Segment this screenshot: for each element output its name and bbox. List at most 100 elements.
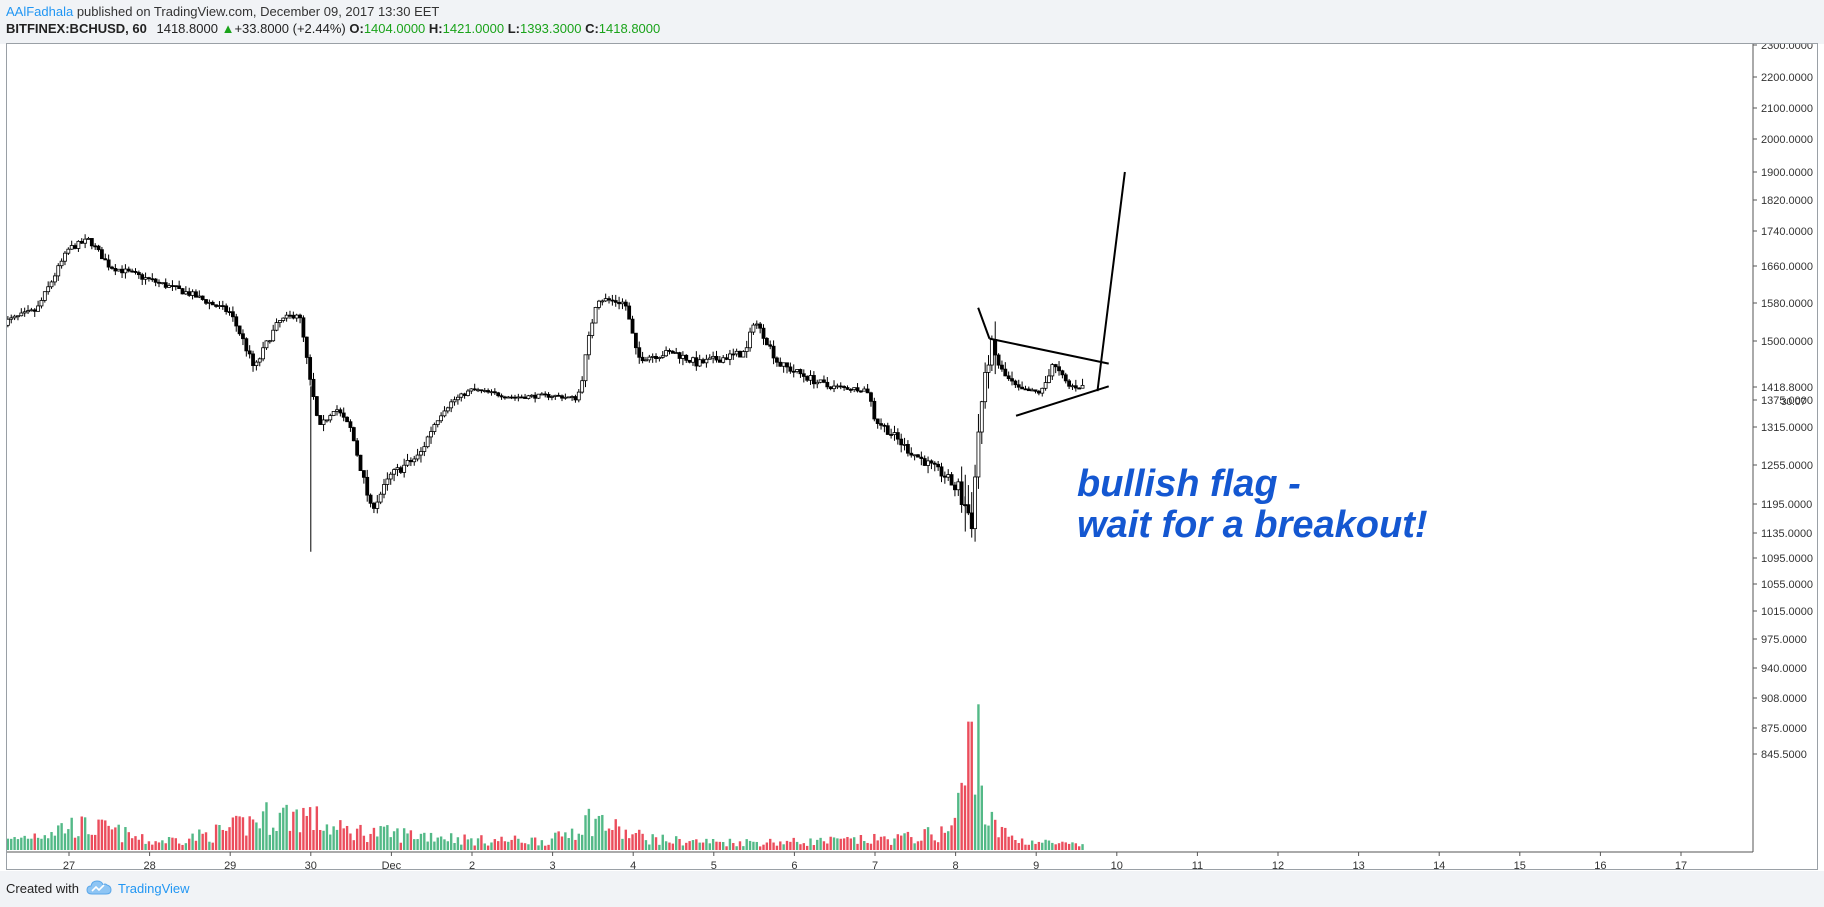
candle-body bbox=[298, 314, 302, 319]
volume-bar bbox=[443, 839, 446, 850]
volume-bar bbox=[30, 838, 33, 850]
volume-bar bbox=[144, 843, 147, 850]
volume-bar bbox=[319, 829, 322, 850]
price-tick-label: 2000.0000 bbox=[1761, 134, 1813, 146]
candle-body bbox=[973, 476, 977, 530]
volume-bar bbox=[248, 816, 251, 850]
candle-body bbox=[543, 393, 548, 396]
candle-body bbox=[590, 322, 595, 336]
volume-bar bbox=[631, 834, 634, 850]
price-tick-label: 2100.0000 bbox=[1761, 103, 1813, 115]
volume-bar bbox=[228, 827, 231, 850]
candle-body bbox=[761, 327, 766, 339]
candle-body bbox=[724, 357, 729, 360]
price-tick-label: 975.0000 bbox=[1761, 634, 1807, 646]
volume-bar bbox=[161, 840, 164, 850]
candle-body bbox=[989, 339, 994, 366]
time-tick-label: 5 bbox=[711, 860, 717, 869]
flag-upper-line[interactable] bbox=[989, 337, 1109, 365]
volume-bar bbox=[899, 835, 903, 850]
author-link[interactable]: AAlFadhala bbox=[6, 4, 74, 19]
price-chart[interactable]: 2300.0000 2200.0000 2100.0000 2000.0000 1900… bbox=[7, 44, 1817, 869]
annotation-text-line2[interactable]: wait for a breakout! bbox=[1077, 504, 1428, 546]
candle-body bbox=[744, 347, 749, 352]
volume-bar bbox=[889, 844, 893, 850]
volume-bar bbox=[402, 828, 406, 850]
volume-bar bbox=[507, 841, 510, 850]
candle-body bbox=[684, 354, 689, 361]
drawing-lines[interactable] bbox=[977, 171, 1126, 417]
candle-body bbox=[335, 409, 339, 412]
candle-body bbox=[946, 474, 951, 478]
candle-body bbox=[153, 278, 158, 283]
candle-body bbox=[318, 415, 323, 425]
volume-bar bbox=[906, 831, 910, 850]
symbol-label: BITFINEX:BCHUSD, 60 bbox=[6, 21, 147, 36]
candle-body bbox=[1057, 366, 1061, 372]
candle-body bbox=[402, 464, 407, 473]
candle-body bbox=[56, 265, 61, 277]
high-label: H: bbox=[428, 21, 443, 36]
candle-body bbox=[237, 325, 242, 335]
volume-bar bbox=[883, 836, 886, 850]
candle-body bbox=[1067, 380, 1072, 387]
volume-bar bbox=[376, 836, 379, 850]
candle-body bbox=[660, 355, 665, 358]
candle-body bbox=[875, 418, 880, 424]
candle-body bbox=[143, 277, 148, 280]
candle-body bbox=[597, 300, 601, 308]
candle-body bbox=[32, 309, 37, 312]
volume-bar bbox=[157, 842, 161, 850]
volume-bar bbox=[36, 837, 40, 850]
volume-bar bbox=[463, 834, 466, 850]
flag-lower-line[interactable] bbox=[1015, 385, 1110, 417]
volume-bar bbox=[846, 836, 849, 850]
candle-body bbox=[916, 454, 920, 458]
volume-bar bbox=[987, 825, 990, 850]
volume-bar bbox=[574, 839, 577, 850]
volume-bar bbox=[1014, 839, 1017, 850]
tradingview-cloud-icon[interactable] bbox=[86, 879, 112, 897]
candle-body bbox=[707, 357, 712, 360]
last-price-label: 1418.8000 bbox=[1761, 382, 1813, 394]
candle-body bbox=[563, 396, 568, 399]
tradingview-link[interactable]: TradingView bbox=[118, 881, 190, 896]
volume-bar bbox=[77, 836, 80, 850]
candle-body bbox=[1060, 370, 1065, 376]
volume-bar bbox=[614, 819, 617, 850]
candle-body bbox=[110, 266, 114, 269]
candle-body bbox=[855, 387, 860, 392]
annotation-text-line1[interactable]: bullish flag - bbox=[1077, 463, 1301, 505]
volume-bar bbox=[533, 837, 537, 850]
volume-bar bbox=[342, 828, 345, 850]
chart-area[interactable]: 2300.0000 2200.0000 2100.0000 2000.0000 1900… bbox=[6, 43, 1818, 870]
candle-body bbox=[432, 424, 437, 432]
candle-body bbox=[103, 258, 108, 261]
time-tick-label: 15 bbox=[1514, 860, 1526, 869]
candle-body bbox=[385, 478, 390, 485]
breakout-line[interactable] bbox=[1096, 171, 1126, 392]
candle-body bbox=[234, 316, 239, 327]
candle-body bbox=[338, 409, 343, 414]
candle-body bbox=[479, 389, 484, 392]
candle-body bbox=[281, 317, 286, 321]
candle-body bbox=[466, 390, 470, 396]
candle-body bbox=[93, 245, 98, 248]
candle-body bbox=[345, 416, 349, 423]
candle-body bbox=[858, 390, 863, 393]
candle-body bbox=[291, 314, 296, 319]
time-tick-label: 10 bbox=[1111, 860, 1123, 869]
pole-line[interactable] bbox=[977, 307, 991, 339]
published-text: published on TradingView.com, December 0… bbox=[73, 4, 440, 19]
candle-body bbox=[791, 370, 796, 373]
candle-body bbox=[603, 298, 608, 302]
candle-body bbox=[264, 340, 269, 349]
candle-body bbox=[633, 332, 638, 349]
candle-body bbox=[795, 369, 799, 372]
volume-bar bbox=[1064, 842, 1067, 850]
candle-body bbox=[133, 270, 138, 273]
candle-body bbox=[325, 419, 329, 422]
candle-body bbox=[815, 381, 820, 385]
volume-bar bbox=[994, 819, 997, 850]
candle-body bbox=[150, 278, 155, 281]
